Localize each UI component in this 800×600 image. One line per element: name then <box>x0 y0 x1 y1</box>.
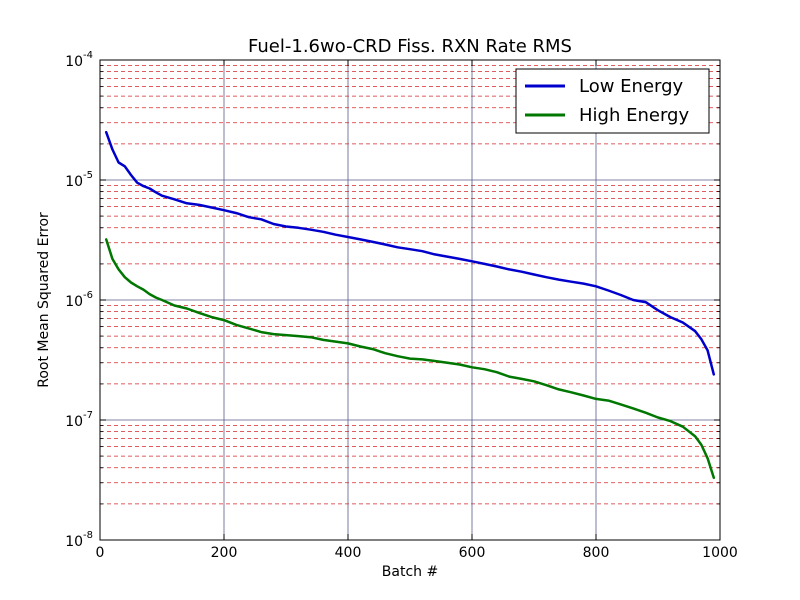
y-tick-exponent: -5 <box>83 170 93 181</box>
y-tick-label: 10-4 <box>65 50 93 70</box>
y-tick-exponent: -4 <box>83 50 93 61</box>
y-tick-label: 10-5 <box>65 170 93 190</box>
x-tick-label: 400 <box>335 545 362 561</box>
x-tick-label: 0 <box>96 545 105 561</box>
tick-marks <box>99 59 721 541</box>
y-tick-label: 10-7 <box>65 410 93 430</box>
y-tick-exponent: -8 <box>83 530 93 541</box>
x-tick-labels: 0 200 400 600 800 1000 <box>96 545 738 561</box>
y-tick-exponent: -7 <box>83 410 93 421</box>
series-line-low-energy <box>104 130 716 376</box>
y-tick-exponent: -6 <box>83 290 93 301</box>
chart-title: Fuel-1.6wo-CRD Fiss. RXN Rate RMS <box>248 36 572 57</box>
minor-grid <box>100 65 720 505</box>
x-tick-label: 600 <box>459 545 486 561</box>
legend: Low Energy High Energy <box>515 68 710 134</box>
series-layer <box>104 130 716 480</box>
y-tick-base: 10 <box>65 174 83 190</box>
x-tick-label: 800 <box>583 545 610 561</box>
y-tick-base: 10 <box>65 534 83 550</box>
y-tick-base: 10 <box>65 54 83 70</box>
x-axis-label: Batch # <box>382 564 438 580</box>
legend-label-high-energy: High Energy <box>579 105 689 126</box>
x-tick-label: 1000 <box>702 545 738 561</box>
x-tick-label: 200 <box>211 545 238 561</box>
y-tick-base: 10 <box>65 414 83 430</box>
y-tick-labels: 10-810-710-610-510-4 <box>65 50 93 550</box>
y-tick-base: 10 <box>65 294 83 310</box>
y-axis-label: Root Mean Squared Error <box>36 212 52 388</box>
series-line-high-energy <box>104 238 716 480</box>
y-tick-label: 10-8 <box>65 530 93 550</box>
legend-label-low-energy: Low Energy <box>579 76 684 97</box>
y-tick-label: 10-6 <box>65 290 93 310</box>
legend-box <box>515 68 710 134</box>
